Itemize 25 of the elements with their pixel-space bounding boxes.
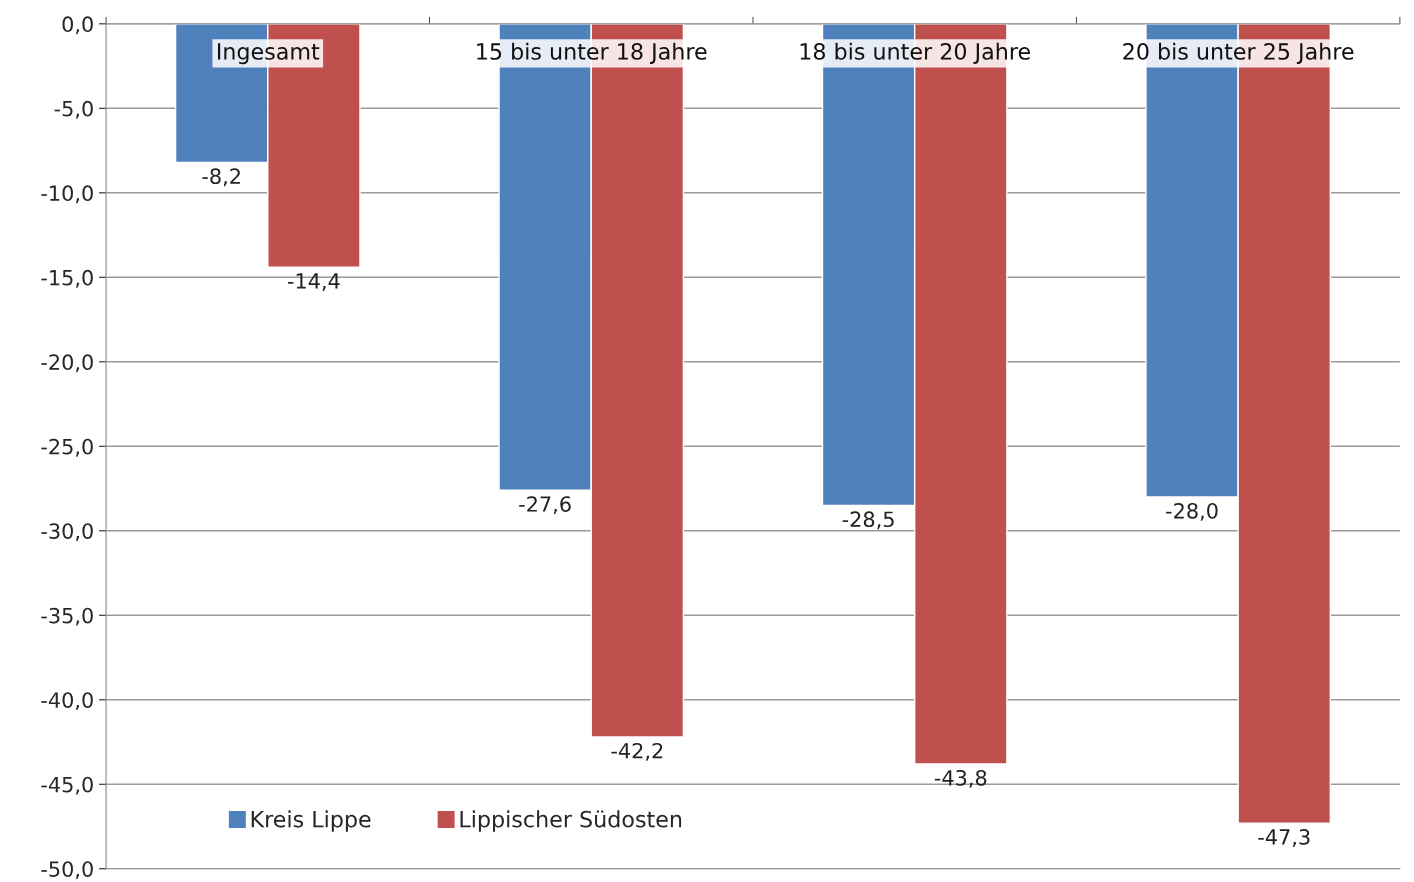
data-label: -43,8 — [934, 769, 987, 788]
x-tick-label: 20 bis unter 25 Jahre — [1123, 42, 1354, 64]
x-tick-label: 15 bis unter 18 Jahre — [477, 42, 707, 64]
data-label: -14,4 — [287, 273, 340, 291]
y-tick-label: -50,0 — [41, 861, 93, 880]
x-tick-label: Ingesamt — [217, 43, 320, 65]
x-tick-label: 18 bis unter 20 Jahre — [800, 42, 1030, 64]
y-tick-label: 0,0 — [62, 16, 93, 35]
y-tick-label: -30,0 — [41, 523, 93, 542]
legend-label: Kreis Lippe — [251, 810, 371, 832]
y-tick-label: -20,0 — [41, 354, 93, 373]
data-label: -47,3 — [1258, 829, 1310, 847]
y-tick-label: -40,0 — [41, 692, 93, 711]
y-tick-label: -5,0 — [54, 100, 93, 119]
data-label: -27,6 — [519, 496, 571, 515]
data-label: -28,5 — [842, 511, 894, 530]
y-tick-label: -25,0 — [41, 438, 93, 457]
y-tick-label: -45,0 — [41, 776, 93, 795]
y-tick-label: -10,0 — [41, 185, 93, 204]
data-label: -28,0 — [1166, 502, 1218, 521]
y-tick-label: -15,0 — [41, 269, 93, 288]
legend-label: Lippischer Südosten — [460, 810, 682, 832]
data-label: -42,2 — [611, 742, 663, 761]
data-label: -8,2 — [202, 168, 240, 187]
y-tick-label: -35,0 — [41, 607, 93, 626]
